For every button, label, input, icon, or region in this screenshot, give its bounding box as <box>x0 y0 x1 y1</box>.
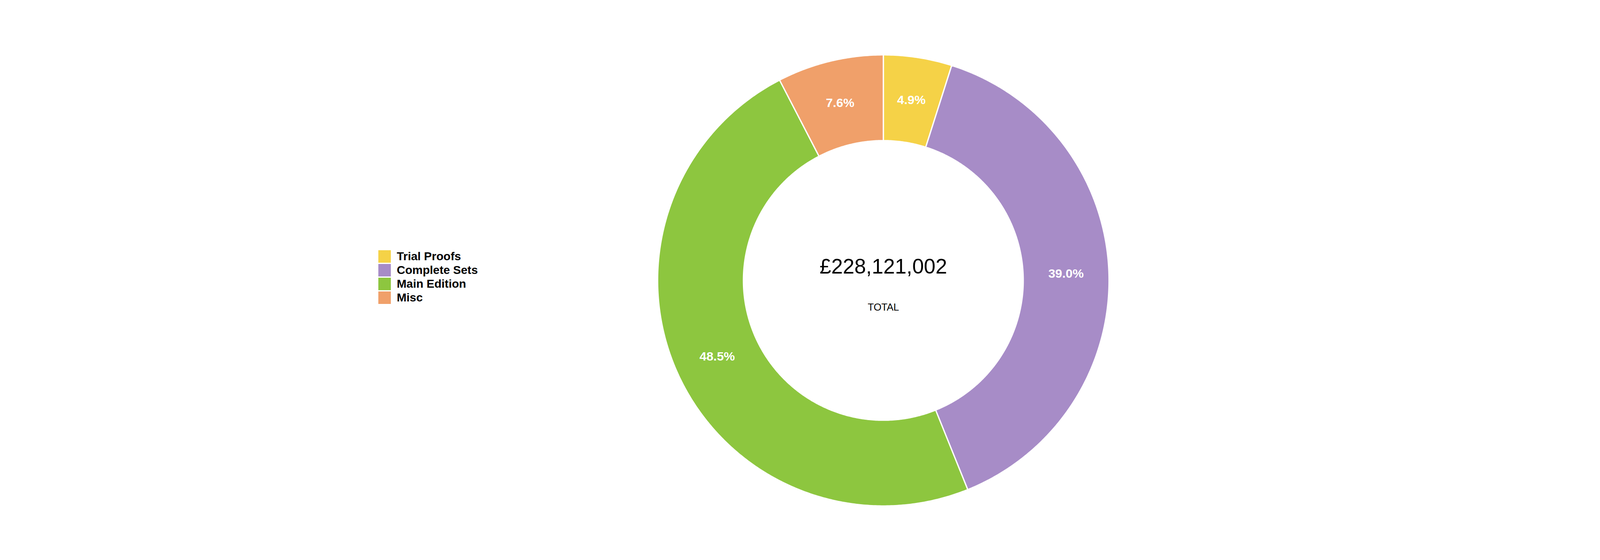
svg-text:39.0%: 39.0% <box>1048 266 1084 280</box>
svg-text:48.5%: 48.5% <box>699 349 735 364</box>
svg-text:£228,121,002: £228,121,002 <box>819 255 948 279</box>
html-text:Misc: Misc <box>396 291 423 304</box>
svg-text:4.9%: 4.9% <box>897 92 926 107</box>
html-text:Trial Proofs: Trial Proofs <box>396 249 461 263</box>
svg-text:TOTAL: TOTAL <box>867 301 899 313</box>
html-text:Main Edition: Main Edition <box>396 277 467 291</box>
html-text:Complete Sets: Complete Sets <box>396 263 478 277</box>
svg-text:7.6%: 7.6% <box>825 95 855 110</box>
